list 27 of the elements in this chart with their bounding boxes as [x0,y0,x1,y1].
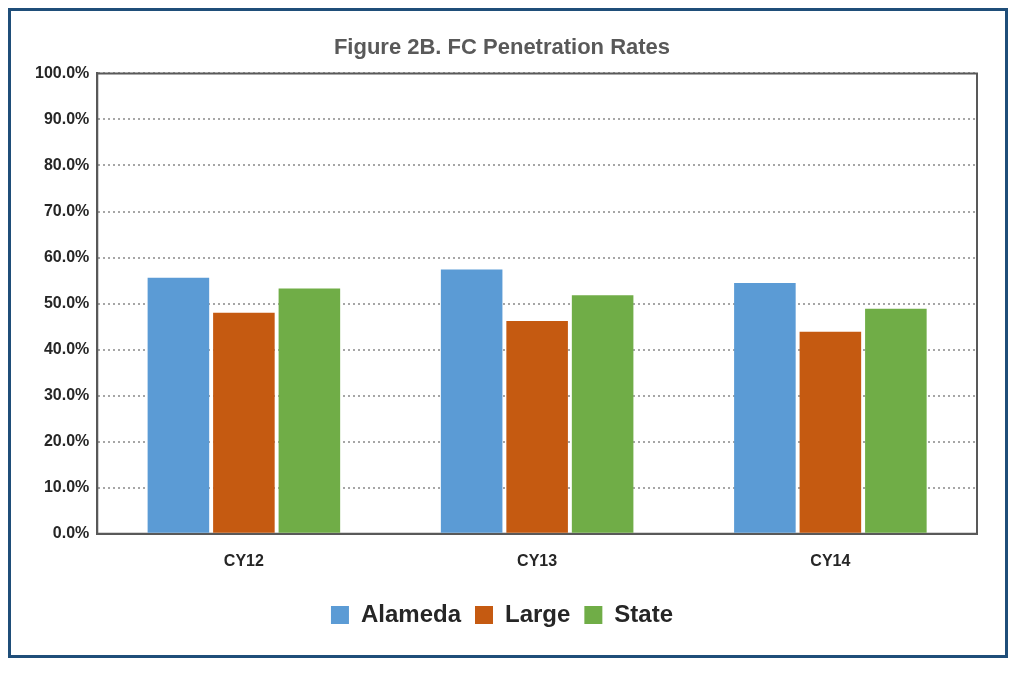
legend-label: Large [505,599,571,627]
y-tick-label: 60.0% [43,247,90,265]
y-tick-label: 80.0% [43,155,90,173]
legend-label: Alameda [360,599,462,627]
bar [734,282,796,533]
legend-label: State [614,599,674,627]
y-tick-label: 20.0% [43,432,90,450]
bar [147,277,210,533]
y-tick-label: 0.0% [52,524,90,542]
bar [799,331,862,533]
chart-title: Figure 2B. FC Penetration Rates [333,34,671,60]
y-tick-label: 40.0% [43,340,90,358]
y-tick-label: 50.0% [43,294,90,312]
y-tick-label: 70.0% [43,201,90,219]
y-tick-label: 30.0% [43,386,90,404]
bar [571,295,634,533]
bar [440,269,503,533]
bar [278,288,341,533]
bar [865,308,927,533]
x-tick-label: CY12 [223,551,264,569]
y-tick-label: 90.0% [43,109,90,127]
bar [506,321,568,533]
x-tick-label: CY13 [517,551,558,569]
x-tick-label: CY14 [810,551,851,569]
y-tick-label: 10.0% [43,478,90,496]
bar [213,312,275,533]
y-tick-label: 100.0% [35,63,90,81]
